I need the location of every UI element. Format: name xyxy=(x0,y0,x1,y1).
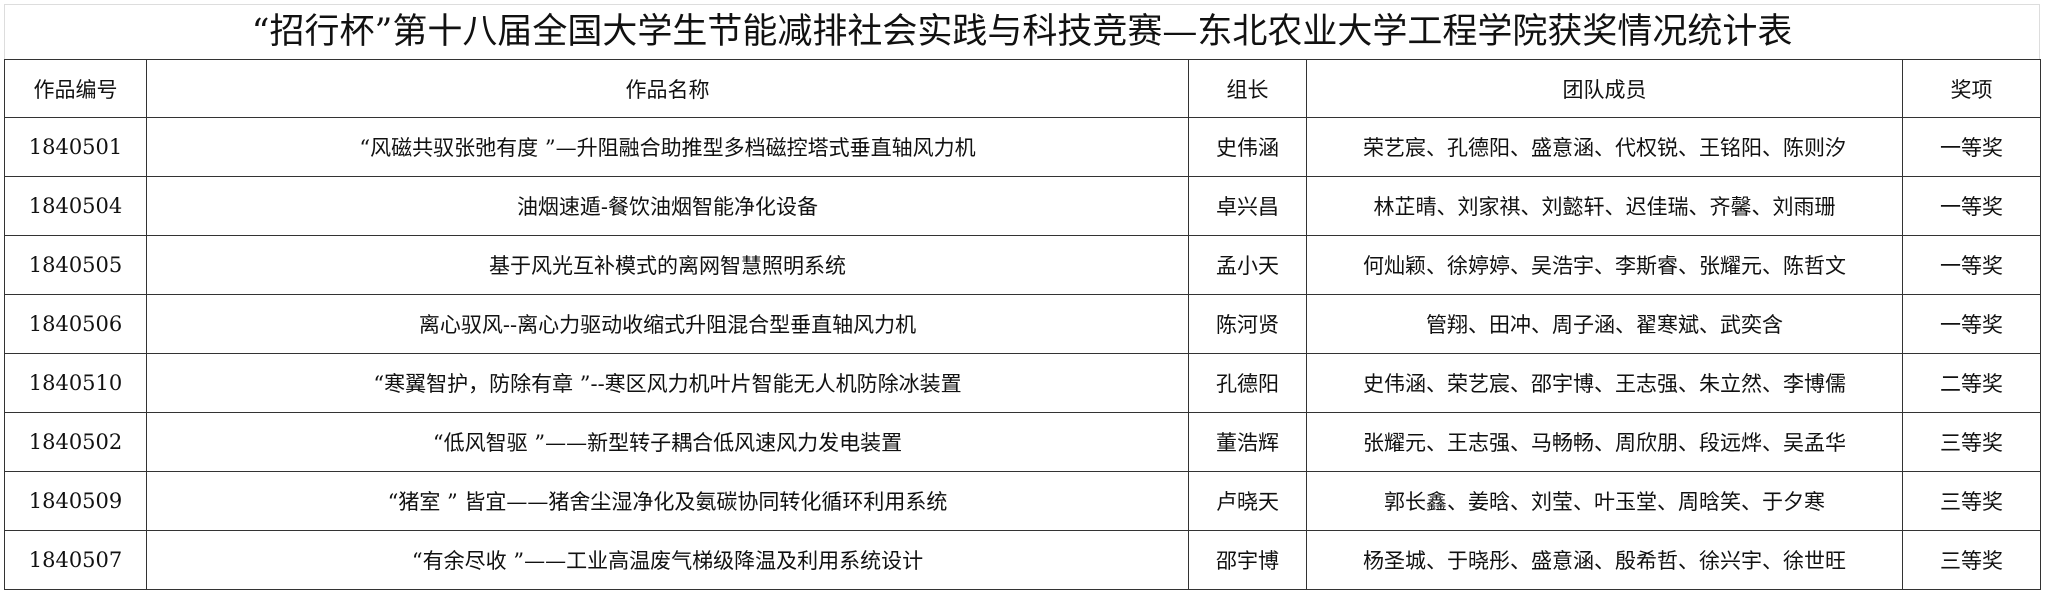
cell-members: 林芷晴、刘家祺、刘懿轩、迟佳瑞、齐馨、刘雨珊 xyxy=(1306,176,1903,236)
cell-award: 二等奖 xyxy=(1902,353,2041,413)
cell-name: “猪室 ” 皆宜——猪舍尘湿净化及氨碳协同转化循环利用系统 xyxy=(146,471,1189,531)
cell-members: 何灿颖、徐婷婷、吴浩宇、李斯睿、张耀元、陈哲文 xyxy=(1306,235,1903,295)
cell-award: 一等奖 xyxy=(1902,235,2041,295)
cell-name: “风磁共驭张弛有度 ”—升阻融合助推型多档磁控塔式垂直轴风力机 xyxy=(146,117,1189,177)
table-row: 1840504 油烟速遁-餐饮油烟智能净化设备 卓兴昌 林芷晴、刘家祺、刘懿轩、迟佳瑞… xyxy=(4,176,2041,236)
awards-table: 作品编号 作品名称 组长 团队成员 奖项 1840501 “风磁共驭张弛有度 ”—… xyxy=(4,59,2041,590)
cell-award: 三等奖 xyxy=(1902,412,2041,472)
cell-id: 1840506 xyxy=(4,294,147,354)
cell-id: 1840504 xyxy=(4,176,147,236)
cell-id: 1840505 xyxy=(4,235,147,295)
table-row: 1840509 “猪室 ” 皆宜——猪舍尘湿净化及氨碳协同转化循环利用系统 卢晓天郭… xyxy=(4,471,2041,531)
table-row: 1840510 “寒翼智护，防除有章 ”--寒区风力机叶片智能无人机防除冰装置 孔德… xyxy=(4,353,2041,413)
table-row: 1840501 “风磁共驭张弛有度 ”—升阻融合助推型多档磁控塔式垂直轴风力机 史伟… xyxy=(4,117,2041,177)
table-row: 1840506 离心驭风--离心力驱动收缩式升阻混合型垂直轴风力机 陈河贤 管翔、田冲… xyxy=(4,294,2041,354)
cell-leader: 卓兴昌 xyxy=(1188,176,1307,236)
cell-leader: 陈河贤 xyxy=(1188,294,1307,354)
award-statistics-sheet: “招行杯”第十八届全国大学生节能减排社会实践与科技竞赛—东北农业大学工程学院获奖… xyxy=(4,4,2041,590)
header-members: 团队成员 xyxy=(1306,59,1903,118)
cell-name: “低风智驱 ”——新型转子耦合低风速风力发电装置 xyxy=(146,412,1189,472)
cell-leader: 史伟涵 xyxy=(1188,117,1307,177)
cell-id: 1840507 xyxy=(4,530,147,590)
cell-name: “有余尽收 ”——工业高温废气梯级降温及利用系统设计 xyxy=(146,530,1189,590)
cell-leader: 董浩辉 xyxy=(1188,412,1307,472)
cell-leader: 孟小天 xyxy=(1188,235,1307,295)
cell-members: 郭长鑫、姜晗、刘莹、叶玉堂、周晗笑、于夕寒 xyxy=(1306,471,1903,531)
table-row: 1840505 基于风光互补模式的离网智慧照明系统 孟小天 何灿颖、徐婷婷、吴浩宇、李… xyxy=(4,235,2041,295)
header-name: 作品名称 xyxy=(146,59,1189,118)
page-title: “招行杯”第十八届全国大学生节能减排社会实践与科技竞赛—东北农业大学工程学院获奖… xyxy=(4,4,2040,59)
header-leader: 组长 xyxy=(1188,59,1307,118)
table-row: 1840507 “有余尽收 ”——工业高温废气梯级降温及利用系统设计 邵宇博 杨圣城、… xyxy=(4,530,2041,590)
cell-members: 管翔、田冲、周子涵、翟寒斌、武奕含 xyxy=(1306,294,1903,354)
cell-name: “寒翼智护，防除有章 ”--寒区风力机叶片智能无人机防除冰装置 xyxy=(146,353,1189,413)
cell-award: 一等奖 xyxy=(1902,117,2041,177)
header-id: 作品编号 xyxy=(4,59,147,118)
cell-name: 离心驭风--离心力驱动收缩式升阻混合型垂直轴风力机 xyxy=(146,294,1189,354)
table-row: 1840502 “低风智驱 ”——新型转子耦合低风速风力发电装置 董浩辉 张耀元、王志… xyxy=(4,412,2041,472)
header-row: 作品编号 作品名称 组长 团队成员 奖项 xyxy=(4,59,2041,118)
cell-members: 张耀元、王志强、马畅畅、周欣朋、段远烨、吴孟华 xyxy=(1306,412,1903,472)
cell-award: 一等奖 xyxy=(1902,176,2041,236)
cell-members: 杨圣城、于晓彤、盛意涵、殷希哲、徐兴宇、徐世旺 xyxy=(1306,530,1903,590)
cell-id: 1840501 xyxy=(4,117,147,177)
header-award: 奖项 xyxy=(1902,59,2041,118)
cell-leader: 邵宇博 xyxy=(1188,530,1307,590)
cell-award: 一等奖 xyxy=(1902,294,2041,354)
cell-leader: 孔德阳 xyxy=(1188,353,1307,413)
cell-name: 基于风光互补模式的离网智慧照明系统 xyxy=(146,235,1189,295)
cell-members: 荣艺宸、孔德阳、盛意涵、代权锐、王铭阳、陈则汐 xyxy=(1306,117,1903,177)
cell-id: 1840510 xyxy=(4,353,147,413)
cell-name: 油烟速遁-餐饮油烟智能净化设备 xyxy=(146,176,1189,236)
cell-id: 1840502 xyxy=(4,412,147,472)
cell-award: 三等奖 xyxy=(1902,471,2041,531)
cell-award: 三等奖 xyxy=(1902,530,2041,590)
cell-id: 1840509 xyxy=(4,471,147,531)
cell-leader: 卢晓天 xyxy=(1188,471,1307,531)
cell-members: 史伟涵、荣艺宸、邵宇博、王志强、朱立然、李博儒 xyxy=(1306,353,1903,413)
